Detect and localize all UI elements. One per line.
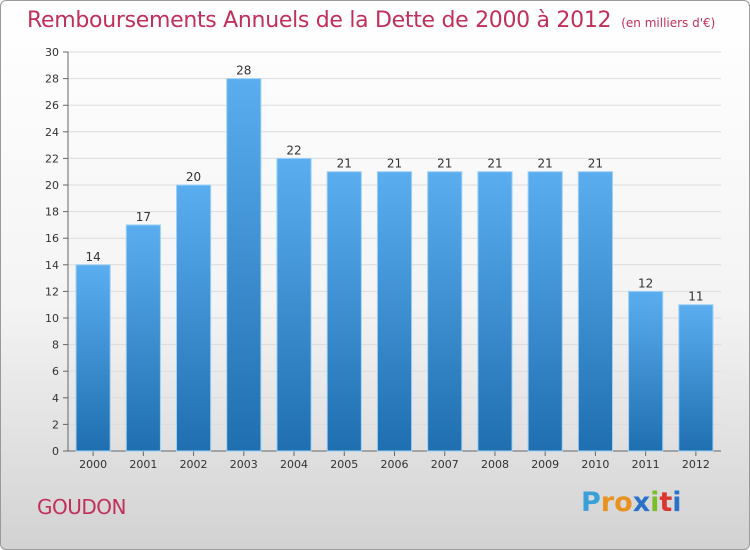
x-tick-label: 2002 [180, 458, 208, 471]
x-tick-label: 2004 [280, 458, 308, 471]
x-tick-label: 2009 [531, 458, 559, 471]
bar [226, 78, 262, 452]
bar [477, 171, 513, 452]
y-tick-label: 28 [45, 73, 59, 86]
x-tick-label: 2005 [330, 458, 358, 471]
data-label: 21 [588, 157, 603, 171]
bars [75, 78, 714, 452]
y-tick-label: 10 [45, 312, 59, 325]
y-tick-label: 14 [45, 259, 59, 272]
bar [527, 171, 563, 452]
y-tick-label: 8 [52, 339, 59, 352]
y-tick-label: 24 [45, 126, 59, 139]
y-tick-label: 18 [45, 206, 59, 219]
bar [276, 157, 312, 452]
data-labels: 14 17 20 28 22 21 21 21 21 21 21 12 11 [85, 64, 703, 304]
x-tick-label: 2001 [129, 458, 157, 471]
y-tick-label: 2 [52, 418, 59, 431]
logo-letter: i [672, 487, 682, 518]
bar [376, 171, 413, 452]
bar [628, 290, 664, 452]
bar [678, 304, 714, 452]
y-tick-label: 16 [45, 232, 59, 245]
data-label: 12 [638, 276, 653, 290]
data-label: 20 [186, 170, 201, 184]
y-tick-label: 30 [45, 46, 59, 59]
bar [577, 171, 614, 452]
bar [75, 264, 111, 452]
y-tick-label: 22 [45, 152, 59, 165]
data-label: 21 [387, 157, 402, 171]
y-tick-label: 6 [52, 365, 59, 378]
logo-letter: o [614, 487, 633, 518]
x-tick-label: 2008 [481, 458, 509, 471]
y-tick-label: 12 [45, 285, 59, 298]
town-name: GOUDON [37, 495, 126, 519]
x-tick-label: 2007 [431, 458, 459, 471]
proxiti-logo: Proxiti [581, 487, 682, 518]
x-tick-label: 2003 [230, 458, 258, 471]
bar [175, 184, 212, 452]
logo-letter: x [632, 487, 651, 518]
x-tick-label: 2012 [682, 458, 710, 471]
y-tick-label: 4 [52, 392, 59, 405]
data-label: 21 [538, 157, 553, 171]
bar [326, 171, 362, 452]
data-label: 21 [487, 157, 502, 171]
x-tick-label: 2011 [632, 458, 660, 471]
x-tick-label: 2010 [581, 458, 609, 471]
bar [427, 171, 463, 452]
title-unit: (en milliers d'€) [621, 16, 716, 30]
y-tick-label: 20 [45, 179, 59, 192]
bar [125, 224, 161, 452]
chart-title: Remboursements Annuels de la Dette de 20… [27, 8, 715, 33]
x-tick-label: 2006 [381, 458, 409, 471]
data-label: 21 [437, 157, 452, 171]
logo-letter: i [650, 487, 660, 518]
x-tick-labels: 2000 2001 2002 2003 2004 2005 2006 2007 2008 2009… [79, 458, 710, 471]
data-label: 14 [85, 250, 100, 264]
y-tick-label: 26 [45, 99, 59, 112]
data-label: 28 [236, 64, 251, 78]
data-label: 21 [337, 157, 352, 171]
x-tick-label: 2000 [79, 458, 107, 471]
title-main: Remboursements Annuels de la Dette de 20… [27, 8, 612, 33]
logo-letter: t [659, 487, 673, 518]
y-tick-label: 0 [52, 445, 59, 458]
data-label: 11 [688, 290, 703, 304]
data-label: 22 [286, 143, 301, 157]
data-label: 17 [136, 210, 151, 224]
logo-letter: r [600, 487, 615, 518]
logo-letter: P [581, 487, 601, 518]
